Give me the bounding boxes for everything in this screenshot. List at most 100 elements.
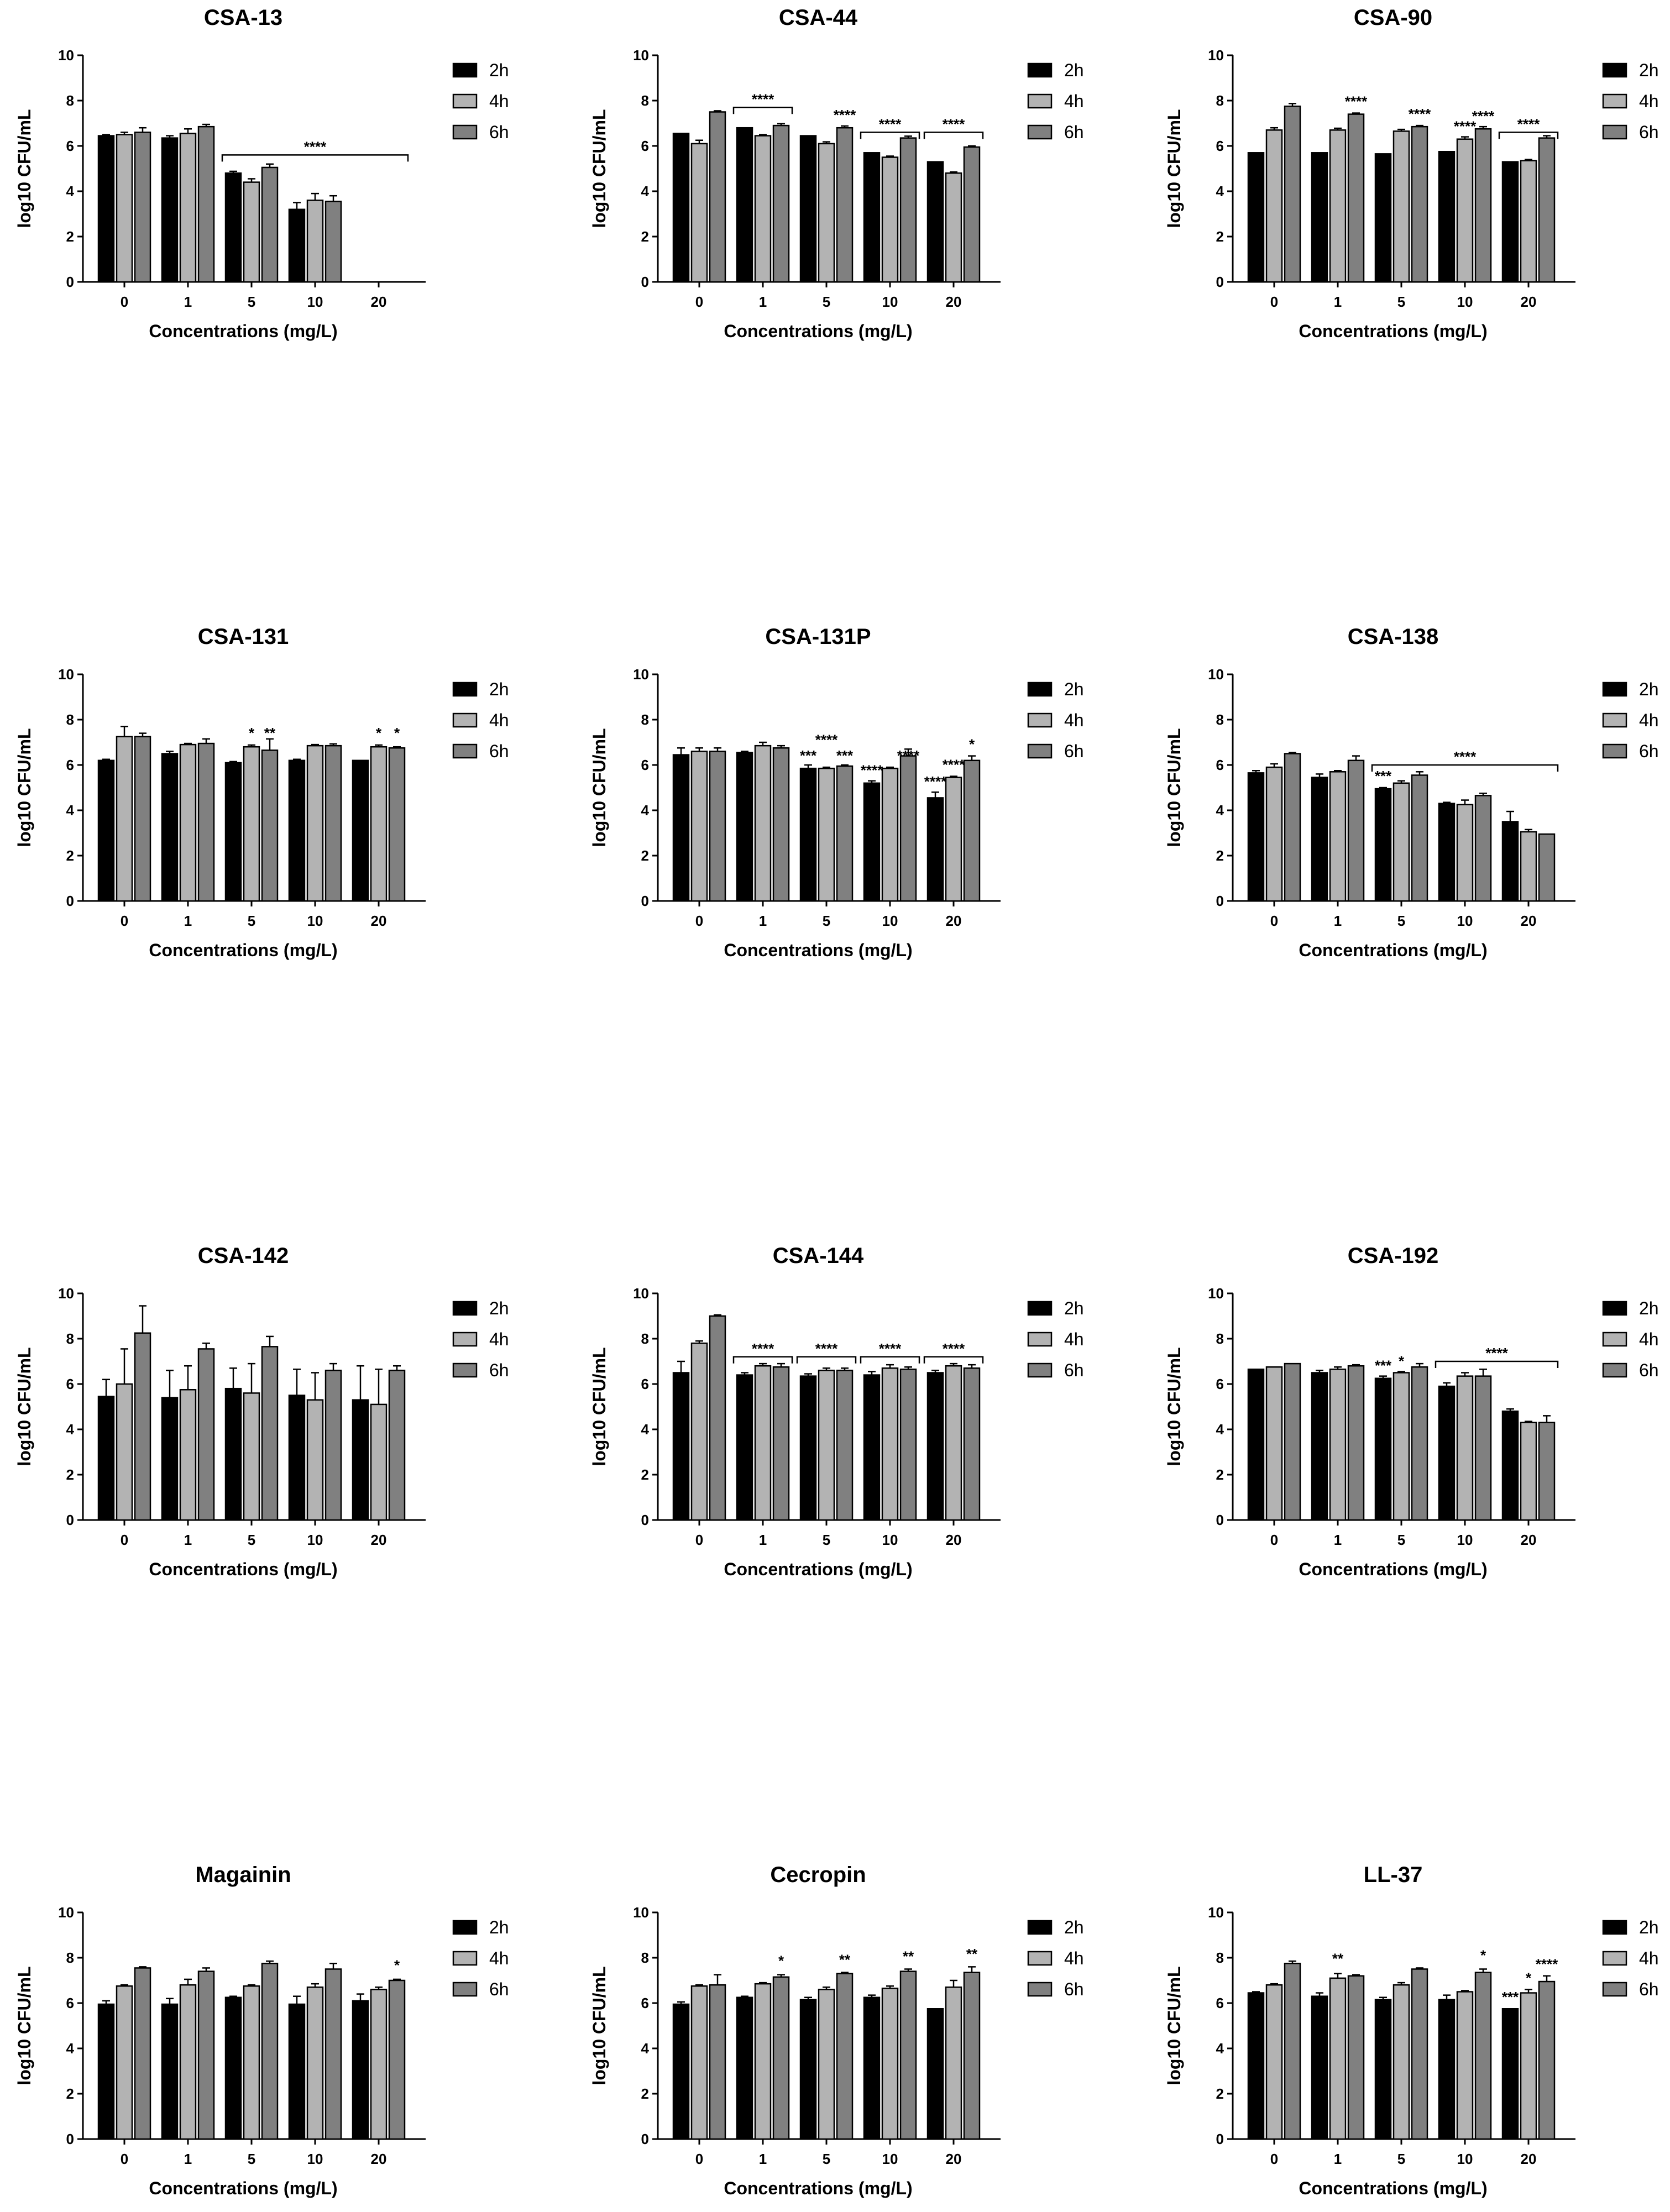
legend-label: 2h xyxy=(1639,60,1659,80)
x-tick-label: 0 xyxy=(1270,293,1278,310)
bar-6h xyxy=(1411,125,1428,283)
significance-label: *** xyxy=(836,747,854,764)
chart-title: CSA-142 xyxy=(198,1244,289,1268)
x-tick-label: 5 xyxy=(248,293,255,310)
x-axis-label: Concentrations (mg/L) xyxy=(724,321,912,341)
y-tick-label: 2 xyxy=(641,228,649,245)
bar-6h xyxy=(1474,1972,1492,2140)
y-tick-label: 4 xyxy=(66,183,75,200)
bar-4h xyxy=(370,746,388,902)
y-tick-label: 10 xyxy=(633,1285,649,1302)
legend-swatch-4h xyxy=(1027,93,1053,109)
bar-4h xyxy=(945,1986,962,2140)
significance-label: ** xyxy=(264,725,276,741)
y-axis-label: log10 CFU/mL xyxy=(589,1347,609,1466)
x-tick-label: 10 xyxy=(307,1532,323,1548)
significance-label: **** xyxy=(1454,748,1477,765)
bar-4h xyxy=(179,743,197,902)
x-tick-label: 1 xyxy=(184,2151,192,2167)
y-axis-label: log10 CFU/mL xyxy=(14,728,34,847)
x-tick-label: 20 xyxy=(1521,1532,1537,1548)
bar-2h xyxy=(1311,1995,1328,2140)
y-axis-label: log10 CFU/mL xyxy=(14,109,34,228)
y-tick-label: 10 xyxy=(58,1285,74,1302)
bar-4h xyxy=(881,156,899,283)
x-tick-label: 10 xyxy=(882,1532,898,1548)
x-tick-label: 20 xyxy=(1521,913,1537,929)
legend-label: 4h xyxy=(489,1329,509,1349)
bar-2h xyxy=(736,127,753,283)
legend-label: 2h xyxy=(1064,1298,1084,1318)
bar-6h xyxy=(1411,1968,1428,2140)
y-tick-label: 10 xyxy=(58,1904,74,1921)
bar-2h xyxy=(1247,152,1265,283)
y-axis-label: log10 CFU/mL xyxy=(1164,1347,1184,1466)
legend-label: 4h xyxy=(1064,1948,1084,1968)
x-tick-label: 10 xyxy=(1457,2151,1473,2167)
x-axis-label: Concentrations (mg/L) xyxy=(149,321,337,341)
bar-2h xyxy=(1311,152,1328,283)
significance-label: **** xyxy=(924,773,947,790)
x-tick-label: 1 xyxy=(184,913,192,929)
y-tick-label: 2 xyxy=(641,847,649,864)
bar-6h xyxy=(1284,1963,1301,2140)
bar-2h xyxy=(863,1996,881,2140)
legend-swatch-2h xyxy=(1602,1301,1627,1316)
legend-label: 6h xyxy=(1639,1360,1659,1380)
bar-4h xyxy=(690,143,708,283)
y-tick-label: 6 xyxy=(1216,757,1224,773)
x-tick-label: 0 xyxy=(121,1532,128,1548)
y-tick-label: 4 xyxy=(641,2040,650,2057)
bar-4h xyxy=(1520,831,1537,902)
legend-label: 4h xyxy=(1064,710,1084,730)
bar-6h xyxy=(388,747,406,902)
x-tick-label: 5 xyxy=(248,1532,255,1548)
legend-swatch-6h xyxy=(1602,743,1627,759)
bar-6h xyxy=(1474,128,1492,283)
significance-label: **** xyxy=(1345,93,1368,109)
legend-label: 2h xyxy=(489,679,509,699)
bar-6h xyxy=(836,765,854,902)
bar-4h xyxy=(116,1383,133,1521)
bar-6h xyxy=(709,1315,726,1521)
x-tick-label: 20 xyxy=(371,2151,387,2167)
y-tick-label: 6 xyxy=(66,1995,74,2011)
legend-label: 2h xyxy=(1064,60,1084,80)
significance-label: ** xyxy=(903,1948,914,1964)
significance-bracket xyxy=(1498,132,1559,139)
bar-6h xyxy=(261,1346,279,1521)
bar-4h xyxy=(1329,1369,1347,1521)
legend-swatch-6h xyxy=(452,1362,478,1378)
y-tick-label: 2 xyxy=(1216,228,1224,245)
x-tick-label: 1 xyxy=(759,2151,767,2167)
bar-4h xyxy=(881,1988,899,2140)
significance-label: ** xyxy=(839,1951,851,1968)
y-tick-label: 6 xyxy=(641,1376,649,1392)
x-tick-label: 5 xyxy=(823,913,830,929)
bar-4h xyxy=(881,767,899,902)
y-tick-label: 2 xyxy=(1216,1466,1224,1483)
legend-swatch-4h xyxy=(452,93,478,109)
bar-2h xyxy=(1438,803,1456,902)
y-tick-label: 0 xyxy=(641,893,649,909)
legend-label: 6h xyxy=(489,1979,509,1999)
y-tick-label: 10 xyxy=(1208,666,1224,683)
bar-2h xyxy=(926,161,944,283)
bar-2h xyxy=(736,1374,753,1521)
bar-6h xyxy=(1347,113,1365,283)
y-tick-label: 2 xyxy=(1216,847,1224,864)
bar-2h xyxy=(352,759,369,902)
significance-label: **** xyxy=(815,731,838,748)
bar-4h xyxy=(754,1983,772,2140)
bar-4h xyxy=(818,1989,835,2140)
bar-6h xyxy=(772,1366,790,1521)
bar-6h xyxy=(709,751,726,902)
significance-label: **** xyxy=(1454,118,1477,135)
y-tick-label: 10 xyxy=(58,666,74,683)
legend-label: 6h xyxy=(1064,1360,1084,1380)
y-axis-label: log10 CFU/mL xyxy=(589,728,609,847)
